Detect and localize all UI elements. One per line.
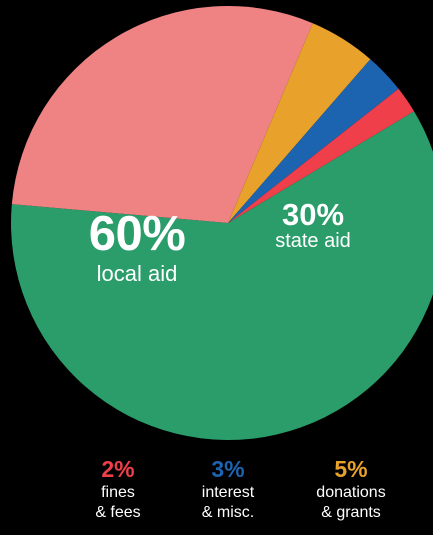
- label-local-aid: 60% local aid: [62, 210, 212, 285]
- pie-slice-donations: [228, 23, 371, 223]
- donations-grants-name-line1: donations: [316, 484, 386, 501]
- fines-fees-name-line1: fines: [101, 484, 135, 501]
- interest-misc-name-line1: interest: [201, 484, 255, 501]
- donations-grants-percent: 5%: [334, 456, 368, 482]
- pie-slice-state: [11, 6, 313, 223]
- fines-fees-percent: 2%: [101, 456, 135, 482]
- local-aid-name: local aid: [96, 261, 178, 286]
- state-aid-percent: 30%: [281, 197, 345, 232]
- label-interest-misc: 3% interest & misc.: [173, 458, 283, 521]
- pie-slice-local: [11, 111, 433, 440]
- donations-grants-name-line2: & grants: [321, 504, 381, 521]
- pie-slice-fines: [228, 88, 415, 223]
- pie-slice-interest: [228, 59, 399, 224]
- fines-fees-name-line2: & fees: [95, 504, 141, 521]
- state-aid-name: state aid: [275, 230, 351, 252]
- interest-misc-name-line2: & misc.: [201, 504, 255, 521]
- label-fines-fees: 2% fines & fees: [63, 458, 173, 521]
- local-aid-percent: 60%: [88, 207, 186, 261]
- interest-misc-percent: 3%: [211, 456, 245, 482]
- label-state-aid: 30% state aid: [258, 199, 368, 251]
- label-donations-grants: 5% donations & grants: [296, 458, 406, 521]
